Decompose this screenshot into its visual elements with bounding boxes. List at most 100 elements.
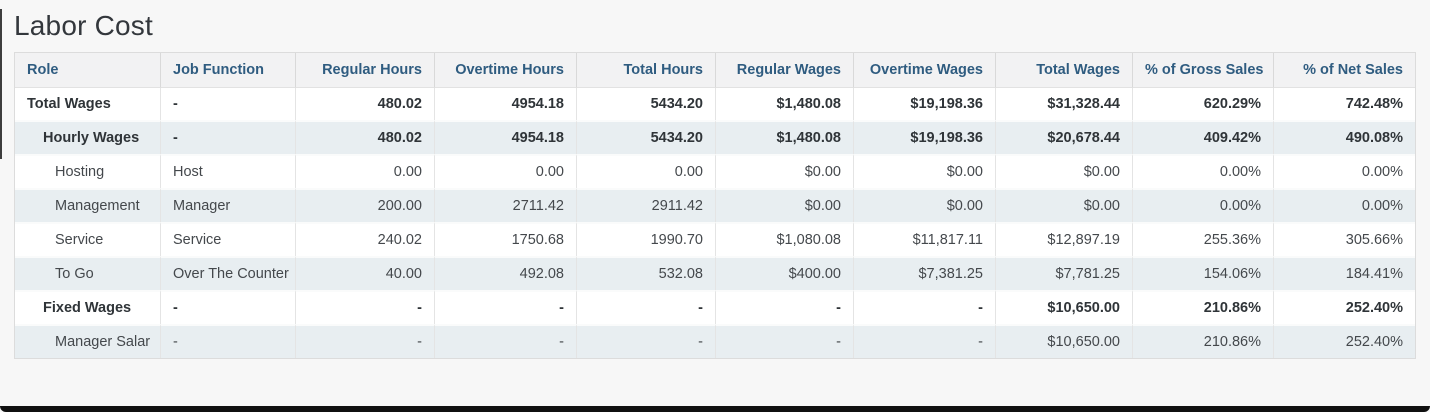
table-cell-overtime-wages: $11,817.11 (854, 222, 996, 256)
table-cell-overtime-wages: $7,381.25 (854, 256, 996, 290)
table-cell-total-wages: $0.00 (996, 188, 1133, 222)
table-cell-regular-hours: 480.02 (296, 120, 435, 154)
table-cell-job-function: - (161, 324, 296, 358)
table-cell-pct-of-gross-sales: 255.36% (1133, 222, 1274, 256)
table-cell-overtime-hours: 492.08 (435, 256, 577, 290)
table-cell-role: Management (15, 188, 161, 222)
column-header-total-hours[interactable]: Total Hours (577, 53, 716, 88)
table-cell-regular-hours: 40.00 (296, 256, 435, 290)
table-cell-role: Hourly Wages (15, 120, 161, 154)
table-cell-job-function: Host (161, 154, 296, 188)
table-cell-job-function: - (161, 120, 296, 154)
table-cell-regular-wages: $0.00 (716, 154, 854, 188)
table-cell-overtime-wages: $0.00 (854, 154, 996, 188)
table-cell-pct-of-gross-sales: 210.86% (1133, 290, 1274, 324)
window-edge-left (0, 9, 2, 159)
table-cell-job-function: Over The Counter (161, 256, 296, 290)
table-cell-pct-of-gross-sales: 620.29% (1133, 88, 1274, 120)
column-header-job-function[interactable]: Job Function (161, 53, 296, 88)
table-cell-overtime-hours: 4954.18 (435, 88, 577, 120)
table-cell-regular-hours: - (296, 324, 435, 358)
table-cell-role: Fixed Wages (15, 290, 161, 324)
table-row: Hosting Host 0.00 0.00 0.00 $0.00 $0.00 $0.00 0.… (15, 154, 1415, 188)
table-header-row: Role Job Function Regular Hours Overtime Ho… (15, 53, 1415, 88)
table-cell-pct-of-net-sales: 0.00% (1274, 154, 1415, 188)
table-cell-total-wages: $20,678.44 (996, 120, 1133, 154)
table-cell-regular-wages: - (716, 324, 854, 358)
table-cell-total-wages: $7,781.25 (996, 256, 1133, 290)
window-edge-bottom (0, 406, 1430, 412)
table-cell-total-hours: 5434.20 (577, 88, 716, 120)
table-cell-regular-hours: 240.02 (296, 222, 435, 256)
table-cell-overtime-hours: - (435, 290, 577, 324)
table-cell-pct-of-gross-sales: 0.00% (1133, 154, 1274, 188)
table-cell-job-function: Manager (161, 188, 296, 222)
table-cell-total-hours: 532.08 (577, 256, 716, 290)
table-cell-regular-hours: 480.02 (296, 88, 435, 120)
table-cell-pct-of-gross-sales: 210.86% (1133, 324, 1274, 358)
table-cell-job-function: Service (161, 222, 296, 256)
labor-cost-table: Role Job Function Regular Hours Overtime Ho… (14, 52, 1416, 359)
table-cell-total-hours: - (577, 324, 716, 358)
table-row: To Go Over The Counter 40.00 492.08 532.08 $4… (15, 256, 1415, 290)
table-cell-total-wages: $12,897.19 (996, 222, 1133, 256)
table-cell-total-wages: $10,650.00 (996, 324, 1133, 358)
table-cell-pct-of-net-sales: 742.48% (1274, 88, 1415, 120)
table-row: Hourly Wages -480.02 4954.18 5434.20 $1,480.… (15, 120, 1415, 154)
table-cell-role: Total Wages (15, 88, 161, 120)
table-cell-total-wages: $0.00 (996, 154, 1133, 188)
table-cell-pct-of-net-sales: 252.40% (1274, 324, 1415, 358)
column-header-regular-hours[interactable]: Regular Hours (296, 53, 435, 88)
column-header-regular-wages[interactable]: Regular Wages (716, 53, 854, 88)
column-header-role[interactable]: Role (15, 53, 161, 88)
column-header-overtime-hours[interactable]: Overtime Hours (435, 53, 577, 88)
table-cell-total-wages: $31,328.44 (996, 88, 1133, 120)
column-header-pct-of-net-sales[interactable]: % of Net Sales (1274, 53, 1415, 88)
table-cell-overtime-hours: 1750.68 (435, 222, 577, 256)
table-cell-pct-of-net-sales: 184.41% (1274, 256, 1415, 290)
table-cell-role: Service (15, 222, 161, 256)
table-cell-overtime-wages: $19,198.36 (854, 88, 996, 120)
table-cell-total-hours: 1990.70 (577, 222, 716, 256)
table-cell-regular-wages: $1,080.08 (716, 222, 854, 256)
table-cell-overtime-wages: $0.00 (854, 188, 996, 222)
table-cell-overtime-hours: - (435, 324, 577, 358)
table-row: Manager Salar - - - - - - $10,650.00 210.86% 252.… (15, 324, 1415, 358)
table-cell-overtime-hours: 4954.18 (435, 120, 577, 154)
table-cell-regular-hours: - (296, 290, 435, 324)
column-header-total-wages[interactable]: Total Wages (996, 53, 1133, 88)
table-cell-job-function: - (161, 88, 296, 120)
table-cell-total-hours: 2911.42 (577, 188, 716, 222)
table-cell-regular-hours: 200.00 (296, 188, 435, 222)
table-cell-total-hours: 5434.20 (577, 120, 716, 154)
table-cell-total-wages: $10,650.00 (996, 290, 1133, 324)
table-cell-pct-of-net-sales: 0.00% (1274, 188, 1415, 222)
table-cell-pct-of-net-sales: 305.66% (1274, 222, 1415, 256)
table-cell-overtime-wages: - (854, 324, 996, 358)
table-cell-total-hours: 0.00 (577, 154, 716, 188)
table-cell-overtime-wages: $19,198.36 (854, 120, 996, 154)
page-title: Labor Cost (14, 10, 153, 41)
table-cell-pct-of-net-sales: 252.40% (1274, 290, 1415, 324)
table-cell-overtime-hours: 2711.42 (435, 188, 577, 222)
table-cell-regular-wages: $400.00 (716, 256, 854, 290)
table-cell-role: Manager Salar (15, 324, 161, 358)
table-cell-pct-of-gross-sales: 154.06% (1133, 256, 1274, 290)
table-cell-pct-of-gross-sales: 0.00% (1133, 188, 1274, 222)
table-cell-role: To Go (15, 256, 161, 290)
table-cell-job-function: - (161, 290, 296, 324)
table-row: Fixed Wages - - - - - - $10,650.00 210.86% 252.40… (15, 290, 1415, 324)
column-header-pct-of-gross-sales[interactable]: % of Gross Sales (1133, 53, 1274, 88)
table-cell-regular-wages: $1,480.08 (716, 88, 854, 120)
table-cell-pct-of-net-sales: 490.08% (1274, 120, 1415, 154)
table-cell-regular-wages: $0.00 (716, 188, 854, 222)
table-cell-regular-wages: - (716, 290, 854, 324)
table-cell-role: Hosting (15, 154, 161, 188)
table-body: Total Wages -480.02 4954.18 5434.20 $1,480.0… (15, 88, 1415, 358)
table-cell-overtime-hours: 0.00 (435, 154, 577, 188)
table-cell-pct-of-gross-sales: 409.42% (1133, 120, 1274, 154)
column-header-overtime-wages[interactable]: Overtime Wages (854, 53, 996, 88)
table-row: Service Service 240.02 1750.68 1990.70 $1,080… (15, 222, 1415, 256)
table-row: Total Wages -480.02 4954.18 5434.20 $1,480.0… (15, 88, 1415, 120)
table-row: Management Manager 200.00 2711.42 2911.42 $0.… (15, 188, 1415, 222)
